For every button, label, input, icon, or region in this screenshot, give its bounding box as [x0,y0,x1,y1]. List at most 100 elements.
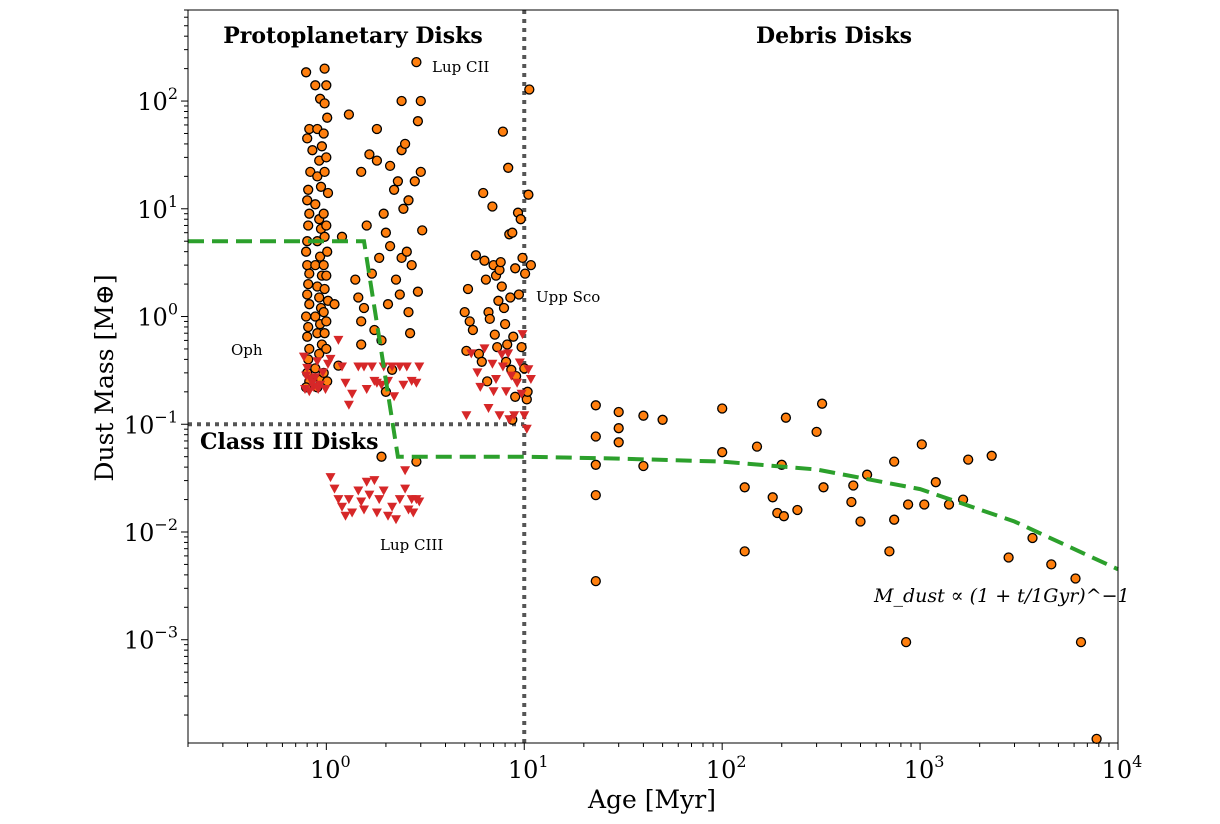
upper-limit-point [347,508,358,518]
detection-point [884,546,895,557]
detection-point [380,227,392,238]
detection-point [319,166,330,178]
detection-point [315,181,327,192]
upper-limit-point [494,411,505,421]
detection-point [310,259,321,271]
detection-point [318,208,329,219]
detection-point [507,227,518,238]
y-tick-label: 102 [137,84,178,116]
detection-point [590,489,601,501]
upper-limit-point [496,350,507,360]
detection-point [613,437,624,448]
detection-point [778,511,790,522]
upper-limit-point [343,495,354,505]
detection-point [487,201,498,212]
detection-point [510,391,521,402]
detection-point [459,306,470,318]
detection-point [411,56,422,68]
detection-point [846,496,857,508]
detection-point [356,339,367,350]
detection-point [1091,733,1102,745]
detection-point [943,499,955,510]
model-curve [188,239,1119,572]
x-tick-label: 104 [1102,752,1143,784]
detection-point [399,138,411,150]
detection-point [498,302,510,314]
detection-point [590,400,601,411]
detection-point [321,270,332,281]
detection-point [302,133,313,144]
upper-limit-point [300,385,310,394]
detection-point [322,112,333,123]
upper-limit-point [523,365,534,375]
detection-point [398,203,409,214]
detection-point [767,492,778,503]
detection-point [318,259,329,271]
detection-point [321,152,332,163]
detection-point [523,189,534,200]
detection-point [364,149,375,160]
detection-point [384,160,396,172]
detection-point [302,195,313,206]
upper-limit-point [353,486,364,496]
detection-point [590,431,601,442]
upper-limit-point [361,477,372,487]
detection-point [919,499,930,510]
upper-limit-point [479,344,490,354]
upper-limit-point [376,380,387,390]
detection-point [848,480,859,491]
detection-point [524,84,535,95]
detection-point [319,283,330,295]
detection-point [384,240,396,252]
detection-point [302,331,313,342]
detection-point [739,546,750,557]
detection-point [657,414,668,425]
upper-limit-point [359,505,369,515]
upper-limit-point [387,502,398,512]
detection-point [394,289,405,300]
axis-ticks: 100 101 102 103 104 10−3 10−2 10−1 100 101 102 [124,9,1143,784]
detection-point [303,220,314,231]
detection-point [515,214,526,225]
detection-point [818,482,829,493]
upper-limit-point [411,378,422,388]
upper-limit-point [387,362,398,372]
detection-point [916,439,927,450]
upper-limit-point [491,375,501,384]
detection-point [499,318,511,330]
upper-limit-point [369,476,380,486]
detection-point [739,482,750,493]
y-tick-label: 101 [137,192,178,224]
upper-limit-point [400,484,411,494]
upper-limit-point [475,382,486,392]
reference-lines [188,10,527,743]
detection-point [300,67,312,78]
detection-point [318,128,329,139]
detection-point [902,499,914,510]
detection-point [751,441,763,452]
label-protoplanetary-disks: Protoplanetary Disks [223,23,483,49]
y-tick-label: 100 [137,300,178,332]
detection-point [304,268,315,279]
upper-limit-point [398,380,409,390]
upper-limit-point [519,411,530,421]
data-points [298,56,1102,745]
detection-point [382,299,394,310]
upper-limit-point [333,495,344,505]
detection-point [482,376,493,387]
upper-limit-point [512,378,523,388]
detection-point [304,208,315,219]
upper-limit-point [414,362,425,372]
detection-point [388,184,400,195]
detection-point [470,250,482,261]
plot-frame [187,9,1119,744]
detection-point [613,406,624,418]
upper-limit-point [366,362,377,372]
detection-point [378,208,389,219]
upper-limit-point [394,495,405,505]
detection-point [353,292,364,303]
detection-point [329,299,340,310]
upper-limit-point [394,362,405,372]
